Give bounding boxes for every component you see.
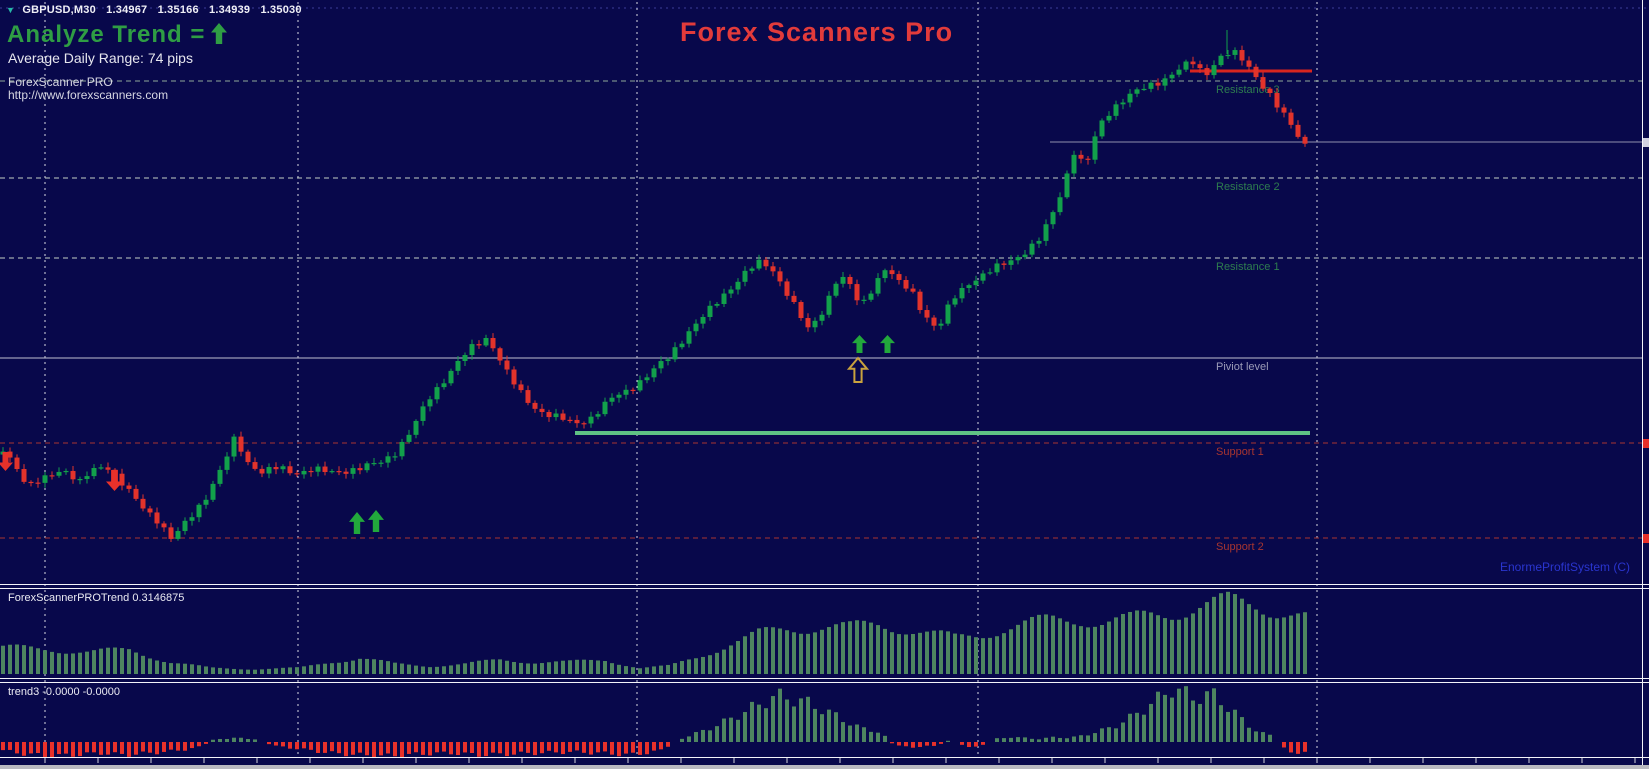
price-low: 1.34939 xyxy=(209,4,251,16)
up-arrow-icon xyxy=(349,512,365,534)
symbol-dropdown-icon[interactable]: ▼ xyxy=(6,5,16,15)
indicator1-histogram xyxy=(1,591,1307,674)
corner-watermark: EnormeProfitSystem (C) xyxy=(1499,560,1630,574)
indicator-url-label: http://www.forexscanners.com xyxy=(8,88,169,102)
center-watermark: Forex Scanners Pro xyxy=(680,17,954,47)
svg-text:Piviot level: Piviot level xyxy=(1216,361,1269,373)
trend-up-arrow-icon xyxy=(211,23,228,44)
signal-arrows xyxy=(0,335,895,534)
indicator1-label: ForexScannerPROTrend 0.3146875 xyxy=(8,592,185,604)
time-axis-ticks xyxy=(44,758,1636,763)
up-arrow-icon xyxy=(368,510,384,532)
analyze-trend-label: Analyze Trend = xyxy=(7,21,228,49)
svg-text:Resistance 2: Resistance 2 xyxy=(1216,181,1280,193)
price-close: 1.35030 xyxy=(260,4,302,16)
trend-lines xyxy=(575,69,1643,435)
indicator2-value: -0.0000 -0.0000 xyxy=(42,686,120,698)
up-arrow-icon xyxy=(852,335,867,353)
price-scale-markers xyxy=(1643,138,1649,543)
chart-title-bar: ▼ GBPUSD,M30 1.34967 1.35166 1.34939 1.3… xyxy=(6,4,302,16)
svg-text:Support 1: Support 1 xyxy=(1216,446,1264,458)
candles xyxy=(0,30,1308,543)
svg-text:Resistance 1: Resistance 1 xyxy=(1216,261,1280,273)
indicator1-value: 0.3146875 xyxy=(132,592,185,604)
price-high: 1.35166 xyxy=(157,4,199,16)
indicator2-histogram xyxy=(1,686,1307,758)
indicator-brand-label: ForexScanner PRO xyxy=(8,75,113,89)
up-arrow-icon xyxy=(880,335,895,353)
down-arrow-icon xyxy=(0,452,13,471)
svg-text:Support 2: Support 2 xyxy=(1216,541,1264,553)
price-open: 1.34967 xyxy=(106,4,148,16)
confirm-up-arrow-icon xyxy=(846,356,870,383)
down-arrow-icon xyxy=(106,470,123,491)
indicator2-label: trend3 -0.0000 -0.0000 xyxy=(8,686,120,698)
symbol-timeframe: GBPUSD,M30 xyxy=(22,4,96,16)
average-daily-range-label: Average Daily Range: 74 pips xyxy=(8,50,193,66)
